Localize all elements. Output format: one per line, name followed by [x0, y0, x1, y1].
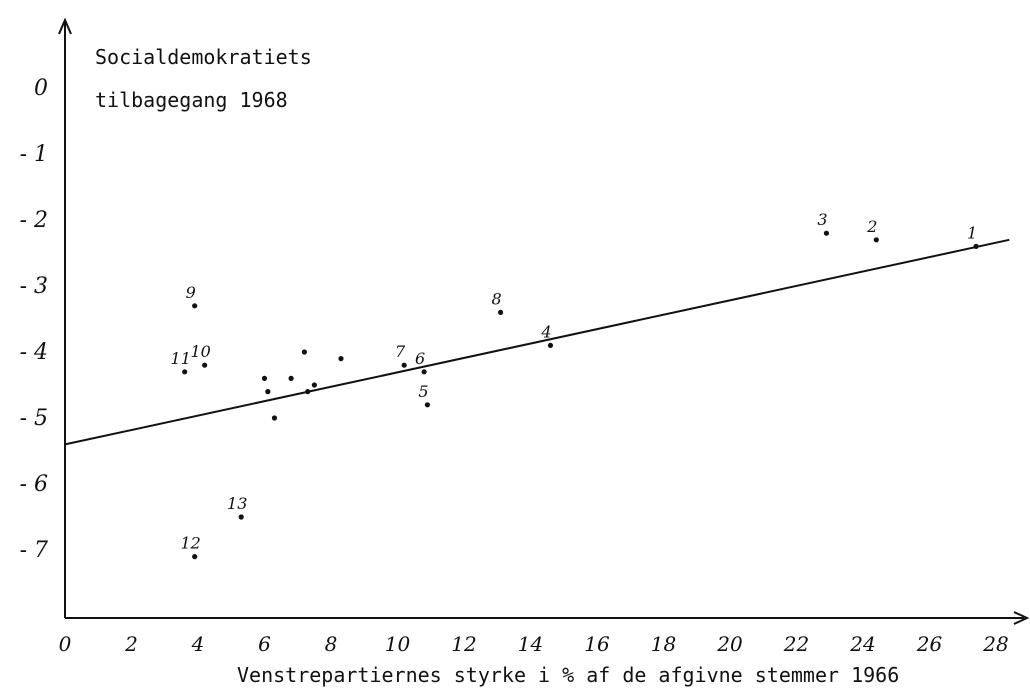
x-tick-label: 2 — [124, 632, 138, 656]
data-point — [497, 309, 504, 315]
y-tick-label: - 3 — [20, 274, 48, 299]
x-tick-label: 0 — [59, 632, 72, 656]
y-tick-label: - 4 — [20, 340, 48, 365]
point-label: 13 — [227, 494, 247, 513]
plot-axes — [58, 17, 1030, 625]
data-point — [401, 362, 407, 368]
point-label: 5 — [418, 382, 428, 401]
y-tick-label: 0 — [34, 76, 48, 101]
x-tick-label: 10 — [385, 632, 411, 656]
chart-title-line-2: tilbagegang 1968 — [95, 88, 288, 112]
data-point — [271, 415, 278, 421]
point-label: 12 — [180, 534, 200, 553]
x-tick-label: 24 — [849, 632, 875, 656]
x-tick-label: 22 — [783, 632, 809, 656]
data-point — [238, 514, 244, 520]
y-tick-label: - 7 — [20, 538, 48, 563]
point-label: 2 — [866, 217, 877, 236]
x-tick-label: 18 — [651, 632, 676, 656]
point-label: 10 — [190, 342, 210, 361]
point-label: 11 — [171, 349, 191, 368]
data-point — [202, 362, 208, 368]
x-tick-label: 26 — [916, 632, 943, 656]
x-tick-label: 20 — [716, 632, 743, 656]
point-label: 8 — [491, 289, 501, 308]
x-tick-label: 14 — [518, 632, 543, 656]
point-label: 9 — [186, 283, 196, 302]
point-label: 4 — [540, 322, 551, 341]
x-tick-label: 12 — [451, 632, 476, 656]
y-axis-arrow — [58, 17, 72, 35]
y-tick-label: - 6 — [20, 472, 48, 497]
data-point — [338, 356, 344, 362]
x-axis-arrow — [1013, 611, 1030, 625]
chart-title-line-1: Socialdemokratiets — [95, 45, 312, 69]
data-point — [261, 375, 268, 381]
x-tick-label: 8 — [325, 632, 338, 656]
data-point — [873, 237, 879, 243]
data-point — [973, 243, 979, 249]
data-point — [547, 342, 554, 348]
data-point — [311, 382, 317, 388]
point-label: 7 — [395, 342, 406, 361]
y-tick-label: - 2 — [20, 208, 48, 233]
x-tick-label: 6 — [258, 632, 271, 656]
x-tick-labels: 0 2 4 6 8 10 12 14 16 18 20 22 24 26 28 — [59, 632, 1009, 656]
data-point — [424, 402, 431, 408]
x-axis-label: Venstrepartiernes styrke i % af de afgiv… — [237, 663, 899, 687]
data-point — [301, 349, 307, 355]
point-label: 1 — [967, 223, 977, 242]
data-point — [421, 369, 427, 375]
data-point — [192, 303, 198, 309]
y-tick-label: - 5 — [20, 406, 48, 431]
x-tick-label: 28 — [982, 632, 1008, 656]
x-tick-label: 4 — [191, 632, 205, 656]
data-point — [265, 389, 271, 395]
trend-line-group — [64, 238, 1010, 446]
x-tick-label: 16 — [584, 632, 610, 656]
data-point — [288, 375, 294, 381]
y-tick-label: - 1 — [20, 142, 48, 167]
point-label: 6 — [415, 349, 425, 368]
data-point — [182, 369, 188, 375]
data-point — [192, 554, 198, 560]
data-point — [823, 230, 830, 236]
trend-line — [64, 238, 1010, 446]
y-tick-labels: 0 - 1 - 2 - 3 - 4 - 5 - 6 - 7 — [20, 76, 48, 563]
point-label: 3 — [817, 210, 827, 229]
data-point — [305, 389, 311, 395]
